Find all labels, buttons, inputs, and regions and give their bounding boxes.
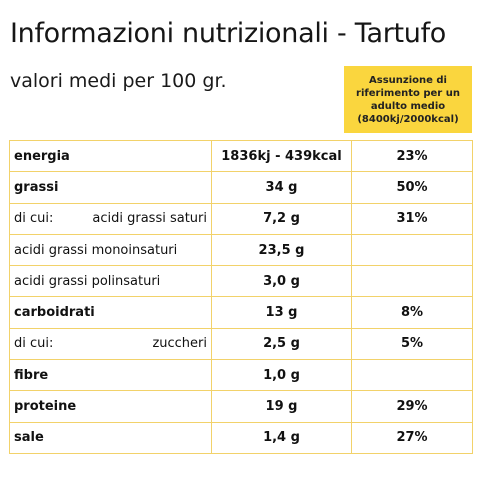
nutrient-label: energia (9, 139, 212, 173)
nutrient-prefix: di cui: (14, 336, 54, 352)
nutrient-value: 1,4 g (211, 421, 352, 455)
nutrient-percent: 27% (351, 421, 473, 455)
table-row: carboidrati 13 g 8% (9, 296, 473, 329)
nutrient-value: 19 g (211, 390, 352, 423)
nutrient-value: 1,0 g (211, 359, 352, 392)
nutrient-label: grassi (9, 171, 212, 204)
page-subtitle: valori medi per 100 gr. (10, 70, 227, 92)
nutrition-table: energia 1836kj - 439kcal 23% grassi 34 g… (9, 139, 473, 455)
reference-intake-box: Assunzione di riferimento per un adulto … (344, 66, 472, 133)
nutrient-value: 34 g (211, 171, 352, 204)
table-row: energia 1836kj - 439kcal 23% (9, 139, 473, 173)
reference-intake-line: adulto medio (370, 100, 446, 112)
nutrient-label: fibre (9, 359, 212, 392)
page-title: Informazioni nutrizionali - Tartufo (10, 18, 447, 49)
nutrient-value: 7,2 g (211, 202, 352, 235)
table-row: grassi 34 g 50% (9, 171, 473, 204)
nutrient-value: 13 g (211, 296, 352, 329)
nutrient-label: carboidrati (9, 296, 212, 329)
reference-intake-line: (8400kj/2000kcal) (357, 113, 459, 125)
table-row: fibre 1,0 g (9, 359, 473, 392)
table-row: proteine 19 g 29% (9, 390, 473, 423)
nutrient-percent: 31% (351, 202, 473, 235)
nutrient-value: 2,5 g (211, 327, 352, 361)
table-row: acidi grassi monoinsaturi 23,5 g (9, 233, 473, 267)
nutrient-value: 3,0 g (211, 265, 352, 298)
nutrient-percent (351, 359, 473, 392)
nutrient-label-cell: di cui: zuccheri (9, 327, 212, 361)
nutrient-percent: 23% (351, 139, 473, 173)
reference-intake-line: riferimento per un (356, 87, 460, 99)
nutrient-label: acidi grassi monoinsaturi (9, 233, 212, 267)
nutrient-percent: 29% (351, 390, 473, 423)
nutrient-label: sale (9, 421, 212, 455)
table-row: sale 1,4 g 27% (9, 421, 473, 455)
nutrient-label: acidi grassi saturi (92, 211, 207, 227)
nutrient-label: proteine (9, 390, 212, 423)
nutrient-percent (351, 265, 473, 298)
nutrient-value: 23,5 g (211, 233, 352, 267)
nutrient-label: zuccheri (152, 336, 207, 352)
nutrient-percent: 5% (351, 327, 473, 361)
nutrient-label-cell: di cui: acidi grassi saturi (9, 202, 212, 235)
table-row: di cui: acidi grassi saturi 7,2 g 31% (9, 202, 473, 235)
nutrient-prefix: di cui: (14, 211, 54, 227)
table-row: di cui: zuccheri 2,5 g 5% (9, 327, 473, 361)
nutrient-percent (351, 233, 473, 267)
reference-intake-line: Assunzione di (369, 74, 447, 86)
nutrient-percent: 50% (351, 171, 473, 204)
nutrient-percent: 8% (351, 296, 473, 329)
nutrient-label: acidi grassi polinsaturi (9, 265, 212, 298)
table-row: acidi grassi polinsaturi 3,0 g (9, 265, 473, 298)
nutrient-value: 1836kj - 439kcal (211, 139, 352, 173)
